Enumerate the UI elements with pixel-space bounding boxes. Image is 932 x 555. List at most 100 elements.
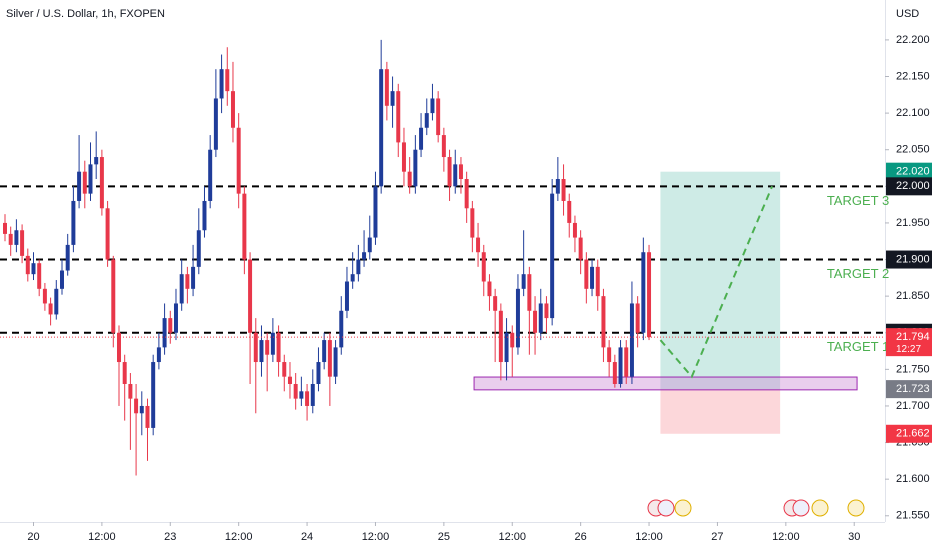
candle-body: [367, 237, 372, 253]
candle-body: [88, 164, 93, 194]
profit-zone: [660, 171, 781, 390]
price-tag-label: 21.723: [896, 383, 930, 395]
candle-body: [327, 340, 332, 377]
candle-body: [458, 164, 463, 180]
price-tag: [886, 162, 932, 181]
candle-body: [236, 127, 241, 194]
projection-path: [659, 185, 774, 379]
target-label: TARGET 1: [827, 339, 889, 354]
candle-body: [487, 281, 492, 297]
y-tick-label: 21.550: [896, 510, 930, 522]
candle-body: [590, 266, 595, 289]
candle-body: [624, 347, 629, 377]
candle-body: [265, 340, 270, 355]
candle-body: [270, 332, 275, 355]
price-tag: [886, 177, 932, 196]
candle-body: [470, 208, 475, 238]
candle-body: [344, 281, 349, 311]
candle-body: [310, 383, 315, 406]
x-tick-label: 23: [164, 531, 176, 543]
candle-body: [567, 200, 572, 223]
candle-body: [618, 347, 623, 384]
candle-body: [259, 340, 264, 363]
candle-body: [629, 303, 634, 377]
target-label: TARGET 2: [827, 266, 889, 281]
candle-body: [533, 310, 538, 333]
y-tick-label: 21.700: [896, 400, 930, 412]
candle-body: [515, 288, 520, 348]
candle-body: [225, 69, 230, 92]
candle-body: [453, 164, 458, 187]
price-tag: [886, 250, 932, 269]
candle-body: [441, 135, 446, 158]
event-icon: [792, 499, 810, 517]
candle-body: [384, 69, 389, 106]
y-tick-label: 22.150: [896, 70, 930, 82]
candle-body: [595, 266, 600, 297]
candle-body: [493, 296, 498, 311]
candle-body: [527, 274, 532, 311]
candle-body: [373, 186, 378, 238]
candle-body: [481, 252, 486, 282]
price-tag-label: 22.020: [896, 166, 930, 178]
candle-body: [362, 252, 367, 260]
event-icons: [647, 499, 865, 517]
y-tick-label: 22.200: [896, 34, 930, 46]
stop-zone: [660, 389, 781, 434]
candle-body: [8, 233, 13, 245]
event-icon: [811, 499, 829, 517]
x-tick-label: 12:00: [498, 531, 526, 543]
candle-body: [179, 274, 184, 304]
candle-body: [168, 318, 173, 333]
candle-body: [31, 263, 36, 275]
candle-body: [635, 303, 640, 333]
candle-body: [191, 266, 196, 289]
candle-body: [25, 255, 30, 275]
event-icon: [657, 499, 675, 517]
candle-body: [305, 391, 310, 406]
candle-body: [350, 274, 355, 282]
price-tag-label: 22.000: [896, 180, 930, 192]
candle-body: [276, 332, 281, 363]
candle-body: [299, 391, 304, 399]
candle-body: [82, 171, 87, 194]
x-tick-label: 12:00: [225, 531, 253, 543]
candle-body: [282, 362, 287, 377]
x-tick-label: 12:00: [88, 531, 116, 543]
x-tick-label: 26: [575, 531, 587, 543]
x-tick-label: 12:00: [635, 531, 663, 543]
x-tick-label: 12:00: [772, 531, 800, 543]
candle-body: [134, 398, 139, 414]
candle-body: [111, 259, 116, 333]
x-tick-label: 25: [438, 531, 450, 543]
candle-body: [316, 362, 321, 384]
candle-body: [151, 362, 156, 428]
price-tag: [886, 424, 932, 443]
candle-body: [139, 405, 144, 414]
candle-body: [173, 303, 178, 333]
candle-body: [219, 69, 224, 99]
price-tag: [886, 380, 932, 399]
candle-body: [464, 179, 469, 209]
candle-body: [77, 171, 82, 201]
candle-body: [407, 171, 412, 187]
candle-body: [202, 200, 207, 231]
candle-body: [401, 142, 406, 172]
candle-body: [116, 332, 121, 363]
candle-body: [20, 230, 25, 256]
x-tick-label: 24: [301, 531, 313, 543]
x-tick-label: 20: [27, 531, 39, 543]
candle-body: [230, 91, 235, 128]
candle-body: [3, 222, 7, 234]
candle-body: [498, 310, 503, 363]
y-tick-label: 21.750: [896, 363, 930, 375]
candle-body: [339, 310, 344, 348]
candle-body: [641, 252, 646, 333]
candle-body: [42, 288, 47, 304]
candle-body: [584, 259, 589, 289]
x-tick-label: 27: [711, 531, 723, 543]
plot-area: TARGET 3 TARGET 2 TARGET 1: [0, 39, 889, 476]
price-tag-label: 21.662: [896, 428, 930, 440]
candle-body: [293, 383, 298, 399]
demand-zone: [473, 376, 858, 391]
